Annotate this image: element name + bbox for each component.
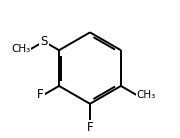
Text: F: F: [87, 121, 93, 134]
Text: CH₃: CH₃: [11, 44, 30, 54]
Text: S: S: [40, 35, 48, 48]
Text: CH₃: CH₃: [137, 90, 156, 100]
Text: F: F: [37, 88, 44, 101]
